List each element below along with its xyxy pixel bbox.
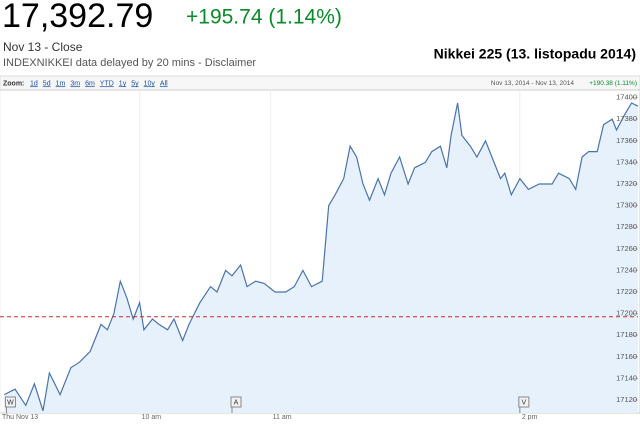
flag-box[interactable]: [518, 396, 530, 408]
range-text: Nov 13, 2014 - Nov 13, 2014: [491, 80, 574, 87]
zoom-option[interactable]: 1d: [30, 80, 38, 87]
chart-title: Nikkei 225 (13. listopadu 2014): [434, 46, 636, 62]
zoom-option[interactable]: 1m: [56, 80, 66, 87]
x-tick-label: 11 am: [273, 414, 292, 420]
y-tick-label: 17300: [616, 201, 637, 210]
price-line: [4, 102, 639, 411]
x-tick-label: 2 pm: [522, 414, 538, 420]
source-note: INDEXNIKKEI data delayed by 20 mins - Di…: [3, 57, 256, 69]
flag-box[interactable]: [230, 396, 242, 408]
y-tick-label: 17200: [616, 309, 637, 318]
zoom-option[interactable]: 6m: [85, 80, 95, 87]
y-tick-label: 17220: [616, 287, 637, 296]
y-tick-label: 17280: [616, 222, 637, 231]
x-tick-label: 10 am: [142, 414, 162, 420]
area: [4, 103, 638, 413]
range-change: +190.38 (1.11%): [589, 80, 637, 87]
y-tick-label: 17380: [616, 114, 637, 123]
zoom-option[interactable]: 10y: [144, 80, 156, 87]
y-tick-label: 17120: [616, 395, 637, 404]
x-tick-label: Thu Nov 13: [2, 414, 38, 420]
price-change: +195.74 (1.14%): [186, 6, 342, 29]
y-tick-label: 17240: [616, 265, 637, 274]
y-tick-label: 17160: [616, 352, 637, 361]
y-tick-label: 17180: [616, 330, 637, 339]
close-date: Nov 13 - Close: [3, 40, 83, 54]
y-tick-label: 17260: [616, 244, 637, 253]
flag-label: W: [7, 399, 14, 406]
y-tick-label: 17360: [616, 136, 637, 145]
zoom-option[interactable]: 5d: [43, 80, 51, 87]
zoom-option[interactable]: YTD: [100, 80, 114, 87]
zoom-label: Zoom:: [3, 80, 24, 87]
zoom-option[interactable]: All: [160, 80, 168, 87]
zoom-option[interactable]: 3m: [70, 80, 80, 87]
zoom-option[interactable]: 5y: [131, 80, 139, 87]
y-tick-label: 17320: [616, 179, 637, 188]
zoom-option[interactable]: 1y: [119, 80, 127, 87]
y-tick-label: 17340: [616, 157, 637, 166]
price: 17,392.79: [2, 0, 153, 35]
flag-label: V: [522, 399, 527, 406]
flag-box[interactable]: [4, 396, 16, 408]
y-tick-label: 17140: [616, 373, 637, 382]
y-tick-label: 17400: [616, 93, 637, 102]
flag-label: A: [234, 399, 239, 406]
